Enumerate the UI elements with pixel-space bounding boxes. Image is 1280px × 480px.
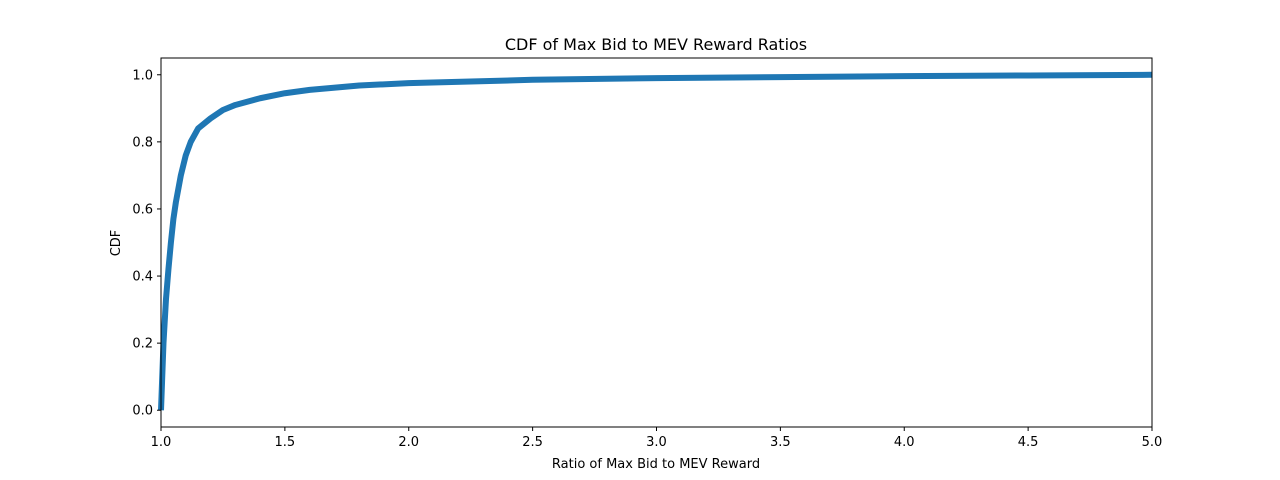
axes-frame: [160, 57, 1153, 428]
x-axis: 1.0 1.5 2.0 2.5 3.0 3.5 4.0 4.5 5.0: [151, 427, 1163, 450]
x-tick-label: 4.0: [894, 435, 915, 450]
plot-area: [158, 71, 1153, 411]
chart-title: CDF of Max Bid to MEV Reward Ratios: [505, 35, 807, 54]
x-tick-label: 3.5: [770, 435, 791, 450]
x-tick-label: 2.5: [522, 435, 543, 450]
x-tick-label: 3.0: [646, 435, 667, 450]
y-tick-label: 0.0: [132, 404, 153, 419]
x-tick-label: 1.5: [275, 435, 296, 450]
y-tick-label: 0.2: [132, 337, 153, 352]
x-tick-label: 4.5: [1018, 435, 1039, 450]
y-tick-label: 0.8: [132, 135, 153, 150]
y-tick-label: 0.6: [132, 202, 153, 217]
y-axis-label: CDF: [109, 230, 124, 257]
x-axis-label: Ratio of Max Bid to MEV Reward: [552, 457, 760, 472]
series-line-0: [158, 71, 1153, 411]
x-tick-label: 5.0: [1142, 435, 1163, 450]
y-axis: 0.0 0.2 0.4 0.6 0.8 1.0: [132, 68, 161, 419]
x-tick-label: 1.0: [151, 435, 172, 450]
y-tick-label: 0.4: [132, 270, 153, 285]
y-tick-label: 1.0: [132, 68, 153, 83]
x-tick-label: 2.0: [398, 435, 419, 450]
